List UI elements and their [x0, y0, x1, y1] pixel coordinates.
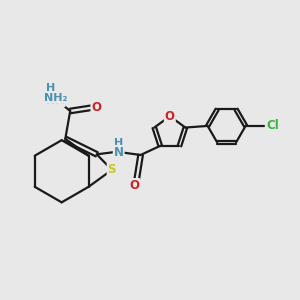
Text: O: O — [165, 110, 175, 123]
Text: H: H — [114, 138, 123, 148]
Text: NH: NH — [46, 96, 65, 106]
Text: O: O — [92, 101, 101, 114]
Text: H: H — [46, 87, 55, 97]
Text: S: S — [108, 164, 116, 176]
Text: Cl: Cl — [266, 119, 279, 132]
Text: NH₂: NH₂ — [44, 93, 68, 103]
Text: H: H — [46, 83, 55, 93]
Text: O: O — [129, 179, 139, 192]
Text: N: N — [114, 146, 124, 159]
